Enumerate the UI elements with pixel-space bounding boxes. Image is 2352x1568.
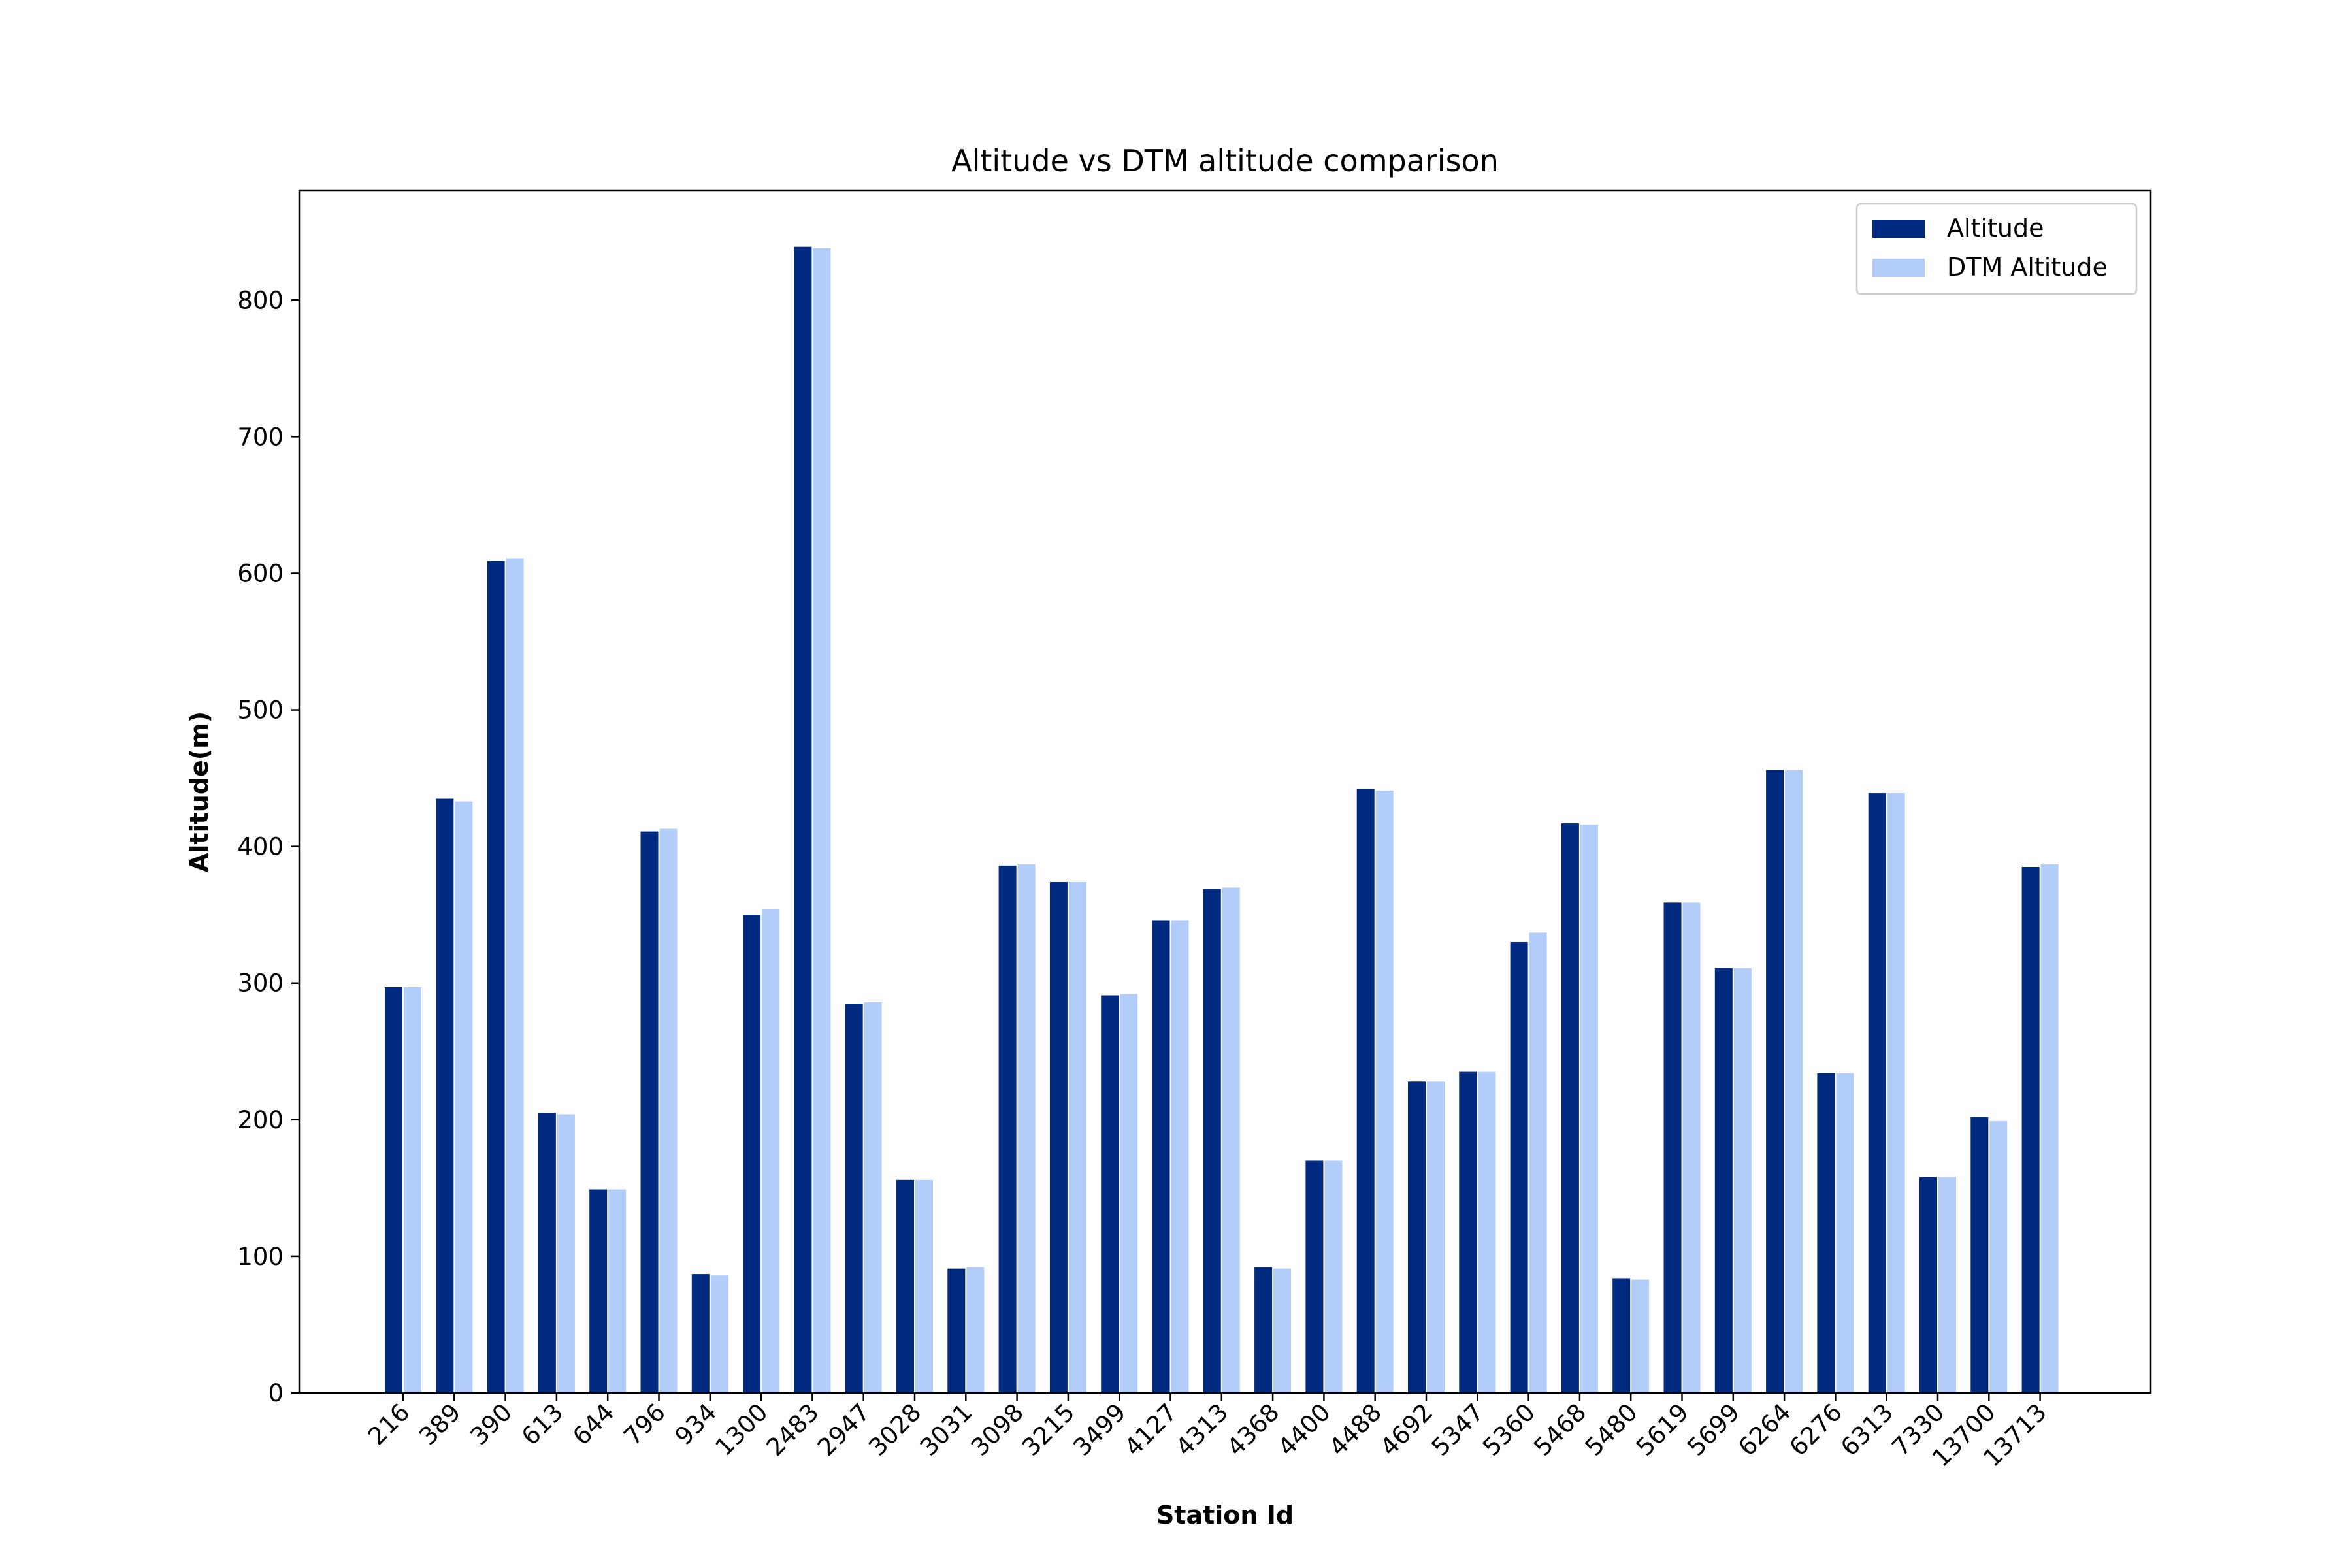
legend-label-altitude: Altitude — [1947, 214, 2044, 242]
legend-label-dtm-altitude: DTM Altitude — [1947, 253, 2108, 282]
bar-altitude-3031 — [947, 1268, 966, 1393]
bar-dtm-altitude-644 — [608, 1189, 627, 1393]
bar-dtm-altitude-5347 — [1478, 1071, 1496, 1393]
bar-dtm-altitude-4692 — [1427, 1081, 1445, 1393]
bar-altitude-613 — [538, 1113, 556, 1393]
y-tick-label: 100 — [237, 1243, 284, 1271]
bar-dtm-altitude-4127 — [1171, 920, 1189, 1393]
bar-altitude-13713 — [2021, 867, 2040, 1393]
bar-altitude-3098 — [998, 865, 1017, 1393]
bar-altitude-5699 — [1714, 968, 1733, 1393]
bar-altitude-4368 — [1254, 1267, 1273, 1393]
bar-dtm-altitude-4488 — [1375, 790, 1394, 1393]
chart-title: Altitude vs DTM altitude comparison — [951, 143, 1499, 178]
bar-dtm-altitude-5619 — [1682, 902, 1701, 1393]
bar-altitude-6313 — [1868, 793, 1886, 1393]
bar-altitude-390 — [487, 561, 505, 1393]
bar-dtm-altitude-6264 — [1785, 770, 1803, 1393]
bar-altitude-6276 — [1817, 1073, 1835, 1393]
bar-altitude-796 — [640, 831, 659, 1393]
bar-altitude-4692 — [1408, 1081, 1426, 1393]
bar-dtm-altitude-389 — [455, 801, 473, 1393]
y-tick-label: 500 — [237, 696, 284, 725]
bar-dtm-altitude-4400 — [1324, 1160, 1343, 1393]
bar-dtm-altitude-2947 — [864, 1002, 882, 1393]
legend-swatch-dtm-altitude — [1872, 259, 1925, 277]
y-axis-label: Altitude(m) — [185, 711, 214, 872]
y-tick-label: 400 — [237, 833, 284, 861]
bar-dtm-altitude-13700 — [1989, 1120, 2008, 1393]
bar-altitude-13700 — [1970, 1117, 1989, 1393]
bar-altitude-4400 — [1305, 1160, 1324, 1393]
y-axis: 0 100 200 300 400 500 600 700 800 — [237, 286, 299, 1407]
bar-dtm-altitude-4368 — [1273, 1268, 1292, 1393]
bar-altitude-4127 — [1152, 920, 1170, 1393]
bar-altitude-1300 — [743, 915, 761, 1393]
bar-altitude-5347 — [1459, 1071, 1477, 1393]
bar-dtm-altitude-796 — [659, 828, 678, 1393]
y-tick-label: 700 — [237, 423, 284, 451]
bar-altitude-3215 — [1049, 882, 1068, 1393]
bar-altitude-5468 — [1561, 823, 1579, 1393]
y-tick-label: 200 — [237, 1106, 284, 1134]
bar-altitude-3028 — [896, 1179, 914, 1393]
bar-altitude-3499 — [1101, 995, 1119, 1393]
bar-dtm-altitude-934 — [710, 1275, 728, 1393]
bar-dtm-altitude-3215 — [1068, 882, 1086, 1393]
y-tick-label: 300 — [237, 970, 284, 998]
legend-frame — [1855, 203, 2138, 295]
bar-altitude-5360 — [1510, 942, 1528, 1393]
bar-altitude-934 — [691, 1274, 710, 1393]
bar-dtm-altitude-5699 — [1733, 968, 1752, 1393]
bar-dtm-altitude-13713 — [2040, 864, 2059, 1393]
bar-altitude-216 — [385, 987, 402, 1393]
legend-swatch-altitude — [1872, 220, 1925, 238]
bar-altitude-389 — [436, 798, 454, 1393]
bar-dtm-altitude-5360 — [1529, 932, 1547, 1393]
bar-dtm-altitude-7330 — [1938, 1177, 1956, 1393]
bar-altitude-2483 — [794, 246, 812, 1394]
bar-dtm-altitude-6276 — [1836, 1073, 1854, 1393]
bar-dtm-altitude-216 — [404, 987, 421, 1393]
bar-dtm-altitude-1300 — [762, 909, 780, 1393]
legend: Altitude DTM Altitude — [1855, 203, 2138, 295]
bar-dtm-altitude-6313 — [1887, 793, 1905, 1393]
bar-dtm-altitude-613 — [557, 1114, 575, 1393]
plot-frame — [298, 189, 2152, 1394]
bar-dtm-altitude-2483 — [813, 248, 831, 1393]
bar-dtm-altitude-3499 — [1120, 994, 1138, 1393]
bar-dtm-altitude-4313 — [1222, 887, 1240, 1393]
bar-altitude-644 — [589, 1189, 608, 1393]
bar-altitude-4488 — [1356, 789, 1375, 1393]
bar-dtm-altitude-5468 — [1580, 825, 1598, 1393]
y-tick-label: 800 — [237, 286, 284, 314]
bar-altitude-7330 — [1919, 1177, 1937, 1393]
x-axis-label: Station Id — [1156, 1501, 1294, 1529]
y-tick-label: 0 — [268, 1379, 284, 1407]
bar-dtm-altitude-3031 — [966, 1267, 985, 1393]
bar-dtm-altitude-3028 — [915, 1179, 933, 1393]
bar-altitude-2947 — [845, 1004, 863, 1393]
bar-dtm-altitude-5480 — [1631, 1279, 1650, 1393]
bar-altitude-6264 — [1766, 770, 1784, 1393]
bar-dtm-altitude-3098 — [1017, 864, 1036, 1393]
bar-altitude-5480 — [1612, 1278, 1631, 1393]
y-tick-label: 600 — [237, 559, 284, 587]
bar-altitude-4313 — [1203, 889, 1221, 1393]
bar-dtm-altitude-390 — [506, 558, 524, 1393]
bars-layer — [385, 246, 2059, 1394]
bar-altitude-5619 — [1663, 902, 1682, 1393]
